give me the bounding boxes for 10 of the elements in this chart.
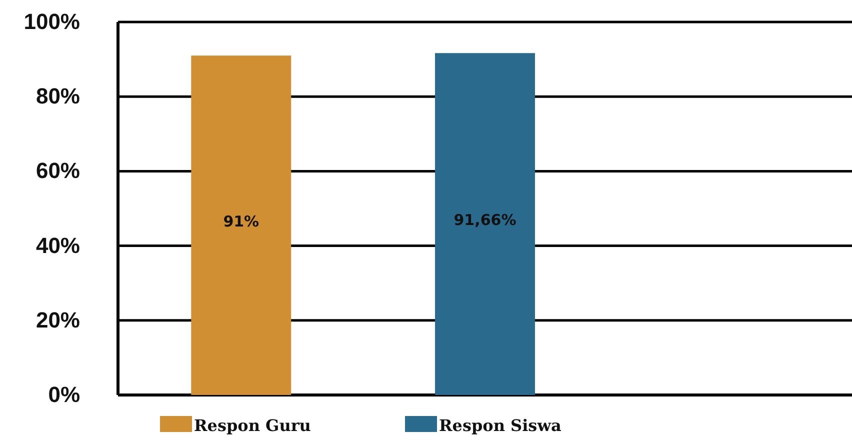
legend-label: Respon Siswa bbox=[439, 416, 562, 435]
y-tick-label: 100% bbox=[24, 9, 80, 34]
data-label: 91,66% bbox=[454, 211, 516, 230]
data-label: 91% bbox=[223, 212, 260, 230]
y-tick-label: 0% bbox=[48, 382, 80, 408]
y-tick-label: 40% bbox=[36, 232, 80, 258]
y-tick-label: 80% bbox=[36, 84, 80, 109]
y-tick-label: 60% bbox=[36, 158, 80, 184]
legend-label: Respon Guru bbox=[194, 416, 312, 435]
y-tick-label: 20% bbox=[36, 307, 80, 332]
